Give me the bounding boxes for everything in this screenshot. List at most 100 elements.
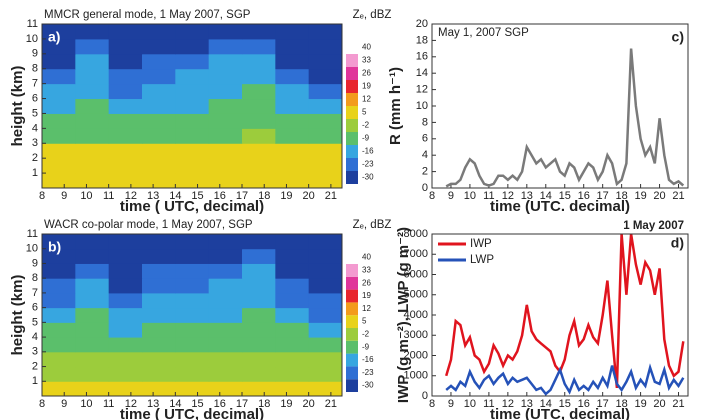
- y-tick-label: 7: [32, 78, 38, 90]
- heatmap-cell: [275, 113, 310, 129]
- y-tick-label: 11: [27, 18, 38, 30]
- panel-label: d): [671, 235, 684, 251]
- heatmap-cell: [42, 307, 76, 323]
- heatmap-cell: [108, 98, 143, 114]
- colorbar-tick-label: 33: [362, 266, 371, 275]
- colorbar-tick-label: -23: [362, 368, 374, 377]
- heatmap-cell: [108, 292, 143, 309]
- heatmap-cell: [308, 248, 343, 264]
- heatmap-cell: [142, 158, 176, 174]
- heatmap: [42, 234, 343, 397]
- colorbar-swatch: [346, 145, 358, 158]
- heatmap-cell: [175, 381, 210, 397]
- heatmap-cell: [142, 53, 176, 70]
- heatmap-cell: [175, 248, 210, 264]
- heatmap-cell: [108, 381, 143, 397]
- heatmap-cell: [308, 263, 343, 279]
- heatmap-cell: [42, 24, 76, 40]
- heatmap-cell: [275, 366, 310, 382]
- heatmap-cell: [242, 307, 276, 323]
- heatmap-cell: [42, 128, 76, 144]
- panel-label: b): [48, 239, 61, 255]
- heatmap-cell: [208, 322, 243, 338]
- colorbar-swatch: [346, 379, 358, 392]
- x-tick-label: 21: [325, 190, 337, 202]
- heatmap-cell: [175, 173, 210, 189]
- heatmap-cell: [142, 173, 176, 189]
- heatmap-cell: [108, 128, 143, 144]
- data-line: [445, 234, 685, 389]
- heatmap: [42, 24, 343, 189]
- heatmap-cell: [275, 307, 310, 323]
- x-tick-label: 13: [147, 190, 159, 202]
- y-tick-label: 5: [32, 107, 38, 119]
- y-tick-label: 8: [32, 63, 38, 75]
- y-tick-label: 2000: [404, 349, 428, 361]
- colorbar-tick-label: -23: [362, 160, 374, 169]
- x-tick-label: 20: [303, 190, 315, 202]
- heatmap-cell: [108, 173, 143, 189]
- heatmap-cell: [275, 337, 310, 353]
- chart-title: 1 May 2007: [623, 220, 684, 232]
- heatmap-cell: [308, 158, 343, 174]
- y-tick-label: 4: [32, 122, 38, 134]
- heatmap-cell: [75, 292, 110, 309]
- heatmap-cell: [208, 38, 243, 55]
- heatmap-cell: [175, 38, 210, 55]
- y-tick-label: 2: [32, 152, 38, 164]
- heatmap-cell: [75, 248, 110, 264]
- x-axis-label: time ( UTC, decimal): [120, 198, 264, 215]
- y-tick-label: 0: [422, 390, 428, 402]
- colorbar-tick-label: -2: [362, 121, 370, 130]
- x-tick-label: 17: [236, 190, 248, 202]
- x-tick-label: 12: [125, 190, 137, 202]
- heatmap-cell: [42, 381, 76, 397]
- heatmap-cell: [308, 143, 343, 159]
- heatmap-cell: [275, 53, 310, 70]
- heatmap-cell: [142, 381, 176, 397]
- heatmap-cell: [108, 366, 143, 382]
- y-tick-label: 5000: [404, 289, 428, 301]
- x-tick-label: 15: [191, 190, 203, 202]
- x-tick-label: 18: [258, 398, 270, 410]
- heatmap-cell: [208, 68, 243, 85]
- y-axis-label: height (km): [9, 275, 26, 356]
- heatmap-cell: [142, 292, 176, 309]
- heatmap-cell: [242, 113, 276, 129]
- x-tick-label: 9: [61, 398, 67, 410]
- heatmap-cell: [75, 158, 110, 174]
- heatmap-cell: [275, 381, 310, 397]
- x-tick-label: 10: [464, 398, 476, 410]
- heatmap-cell: [75, 38, 110, 55]
- heatmap-cell: [42, 322, 76, 338]
- colorbar-swatch: [346, 158, 358, 171]
- heatmap-cell: [242, 173, 276, 189]
- heatmap-cell: [75, 381, 110, 397]
- colorbar-tick-label: 12: [362, 95, 371, 104]
- heatmap-cell: [142, 128, 176, 144]
- x-tick-label: 16: [578, 190, 590, 202]
- heatmap-cell: [42, 143, 76, 159]
- y-tick-label: 9: [32, 48, 38, 60]
- heatmap-cell: [175, 278, 210, 294]
- heatmap-cell: [42, 366, 76, 382]
- y-axis-label: height (km): [9, 66, 26, 147]
- heatmap-cell: [242, 278, 276, 294]
- heatmap-cell: [142, 143, 176, 159]
- heatmap-cell: [308, 351, 343, 368]
- heatmap-cell: [75, 337, 110, 353]
- heatmap-cell: [75, 98, 110, 114]
- heatmap-cell: [108, 248, 143, 264]
- legend-label: IWP: [470, 238, 492, 250]
- heatmap-cell: [275, 68, 310, 85]
- colorbar-tick-label: 5: [362, 108, 367, 117]
- heatmap-cell: [242, 322, 276, 338]
- heatmap-cell: [308, 381, 343, 397]
- heatmap-cell: [242, 366, 276, 382]
- colorbar-swatch: [346, 80, 358, 93]
- y-tick-label: 2: [32, 360, 38, 372]
- heatmap-cell: [175, 292, 210, 309]
- heatmap-cell: [142, 38, 176, 55]
- x-tick-label: 19: [280, 398, 292, 410]
- heatmap-cell: [308, 98, 343, 114]
